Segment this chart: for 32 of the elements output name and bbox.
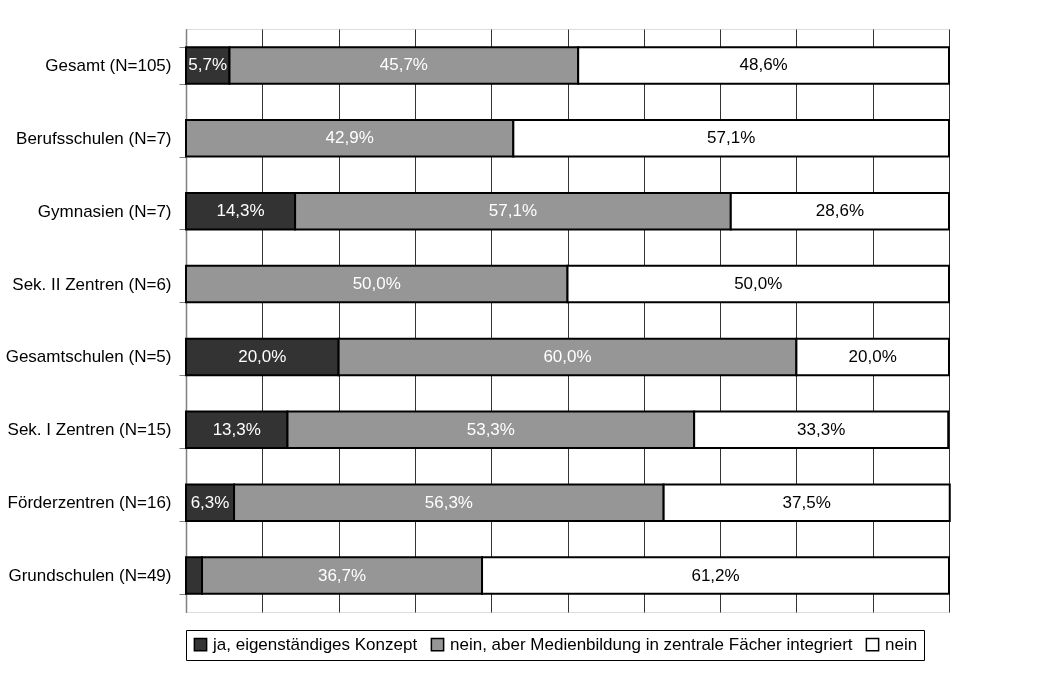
data-label: 6,3% (190, 492, 230, 512)
data-label: 53,3% (466, 419, 515, 439)
y-tick-label: Sek. I Zentren (N=15) (7, 420, 172, 440)
data-label: 13,3% (212, 419, 261, 439)
y-tick-label: Gesamt (N=105) (45, 55, 172, 75)
data-label: 33,3% (797, 419, 846, 439)
data-label: 57,1% (488, 201, 538, 221)
y-tick-label: Gesamtschulen (N=5) (5, 347, 172, 367)
data-label: 20,0% (848, 346, 897, 366)
data-label: 36,7% (317, 565, 367, 585)
legend-label: nein (885, 634, 918, 654)
data-label: 50,0% (352, 274, 401, 294)
data-label: 5,7% (188, 55, 228, 75)
legend-label: nein, aber Medienbildung in zentrale Fächer integriert (450, 634, 853, 654)
data-label: 42,9% (325, 128, 374, 148)
data-label: 50,0% (734, 274, 783, 294)
y-tick-label: Gymnasien (N=7) (37, 201, 172, 221)
y-tick-label: Sek. II Zentren (N=6) (12, 274, 172, 294)
data-label: 61,2% (691, 565, 740, 585)
y-tick-label: Förderzentren (N=16) (7, 493, 172, 513)
data-label: 14,3% (216, 201, 265, 221)
y-tick-label: Berufsschulen (N=7) (16, 128, 172, 148)
data-label: 56,3% (424, 492, 473, 512)
data-label: 45,7% (379, 55, 428, 75)
legend-label: ja, eigenständiges Konzept (212, 634, 418, 654)
y-tick-label: Grundschulen (N=49) (8, 566, 172, 586)
data-label: 20,0% (238, 346, 287, 366)
data-label: 48,6% (739, 55, 788, 75)
data-label: 37,5% (782, 492, 831, 512)
data-label: 57,1% (707, 128, 756, 148)
data-label: 60,0% (543, 346, 592, 366)
data-label: 28,6% (815, 201, 864, 221)
